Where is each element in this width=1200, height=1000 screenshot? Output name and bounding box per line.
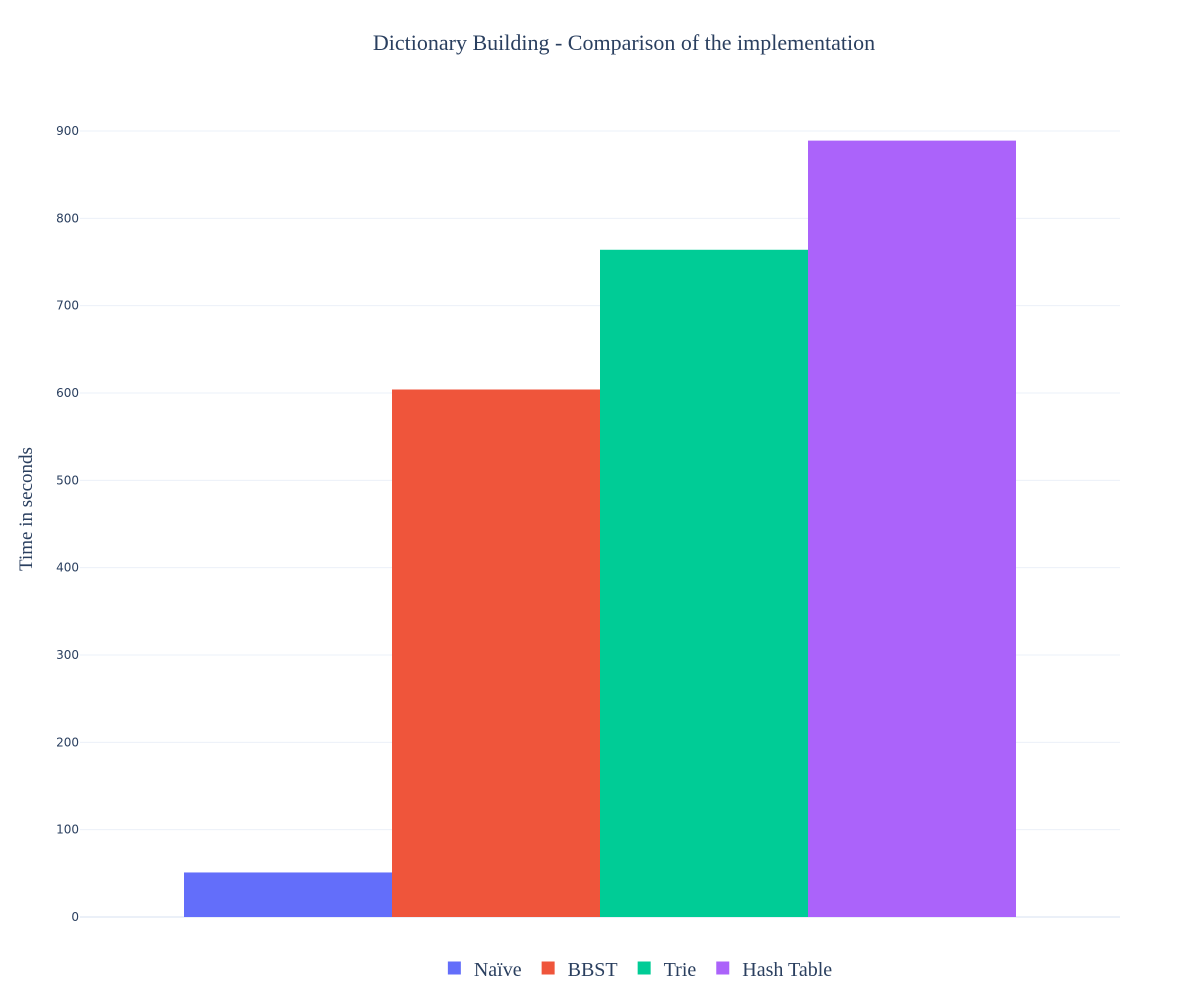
bar-trie [600, 249, 808, 918]
y-tick-label: 400 [56, 561, 79, 575]
legend-item[interactable]: Trie [637, 959, 697, 981]
y-tick-label: 500 [56, 473, 79, 487]
bar-na-ve [184, 872, 392, 917]
legend-item[interactable]: Naïve [447, 959, 522, 981]
y-tick-label: 100 [56, 823, 79, 837]
y-tick-label: 900 [56, 124, 79, 138]
y-tick-label: 0 [71, 910, 79, 924]
legend-label: BBST [568, 959, 618, 981]
legend-label: Naïve [474, 959, 522, 981]
legend-item[interactable]: Hash Table [716, 959, 832, 981]
y-tick-label: 800 [56, 211, 79, 225]
legend-label: Hash Table [742, 959, 832, 981]
y-tick-label: 200 [56, 735, 79, 749]
legend-label: Trie [664, 959, 697, 981]
chart-title: Dictionary Building - Comparison of the … [373, 30, 875, 55]
y-tick-label: 600 [56, 386, 79, 400]
bar-hash-table [808, 140, 1016, 917]
legend-swatch [447, 961, 461, 975]
y-tick-label: 700 [56, 299, 79, 313]
bars [184, 140, 1016, 918]
y-axis-ticks: 0 100 200 300 400 500 600 700 800 900 [56, 124, 79, 924]
y-tick-label: 300 [56, 648, 79, 662]
legend-swatch [541, 961, 555, 975]
y-axis-label: Time in seconds [16, 447, 37, 571]
legend-swatch [637, 961, 651, 975]
legend-swatch [716, 961, 730, 975]
bar-bbst [392, 389, 600, 917]
legend: Naïve BBST Trie Hash Table [447, 959, 832, 981]
legend-item[interactable]: BBST [541, 959, 618, 981]
